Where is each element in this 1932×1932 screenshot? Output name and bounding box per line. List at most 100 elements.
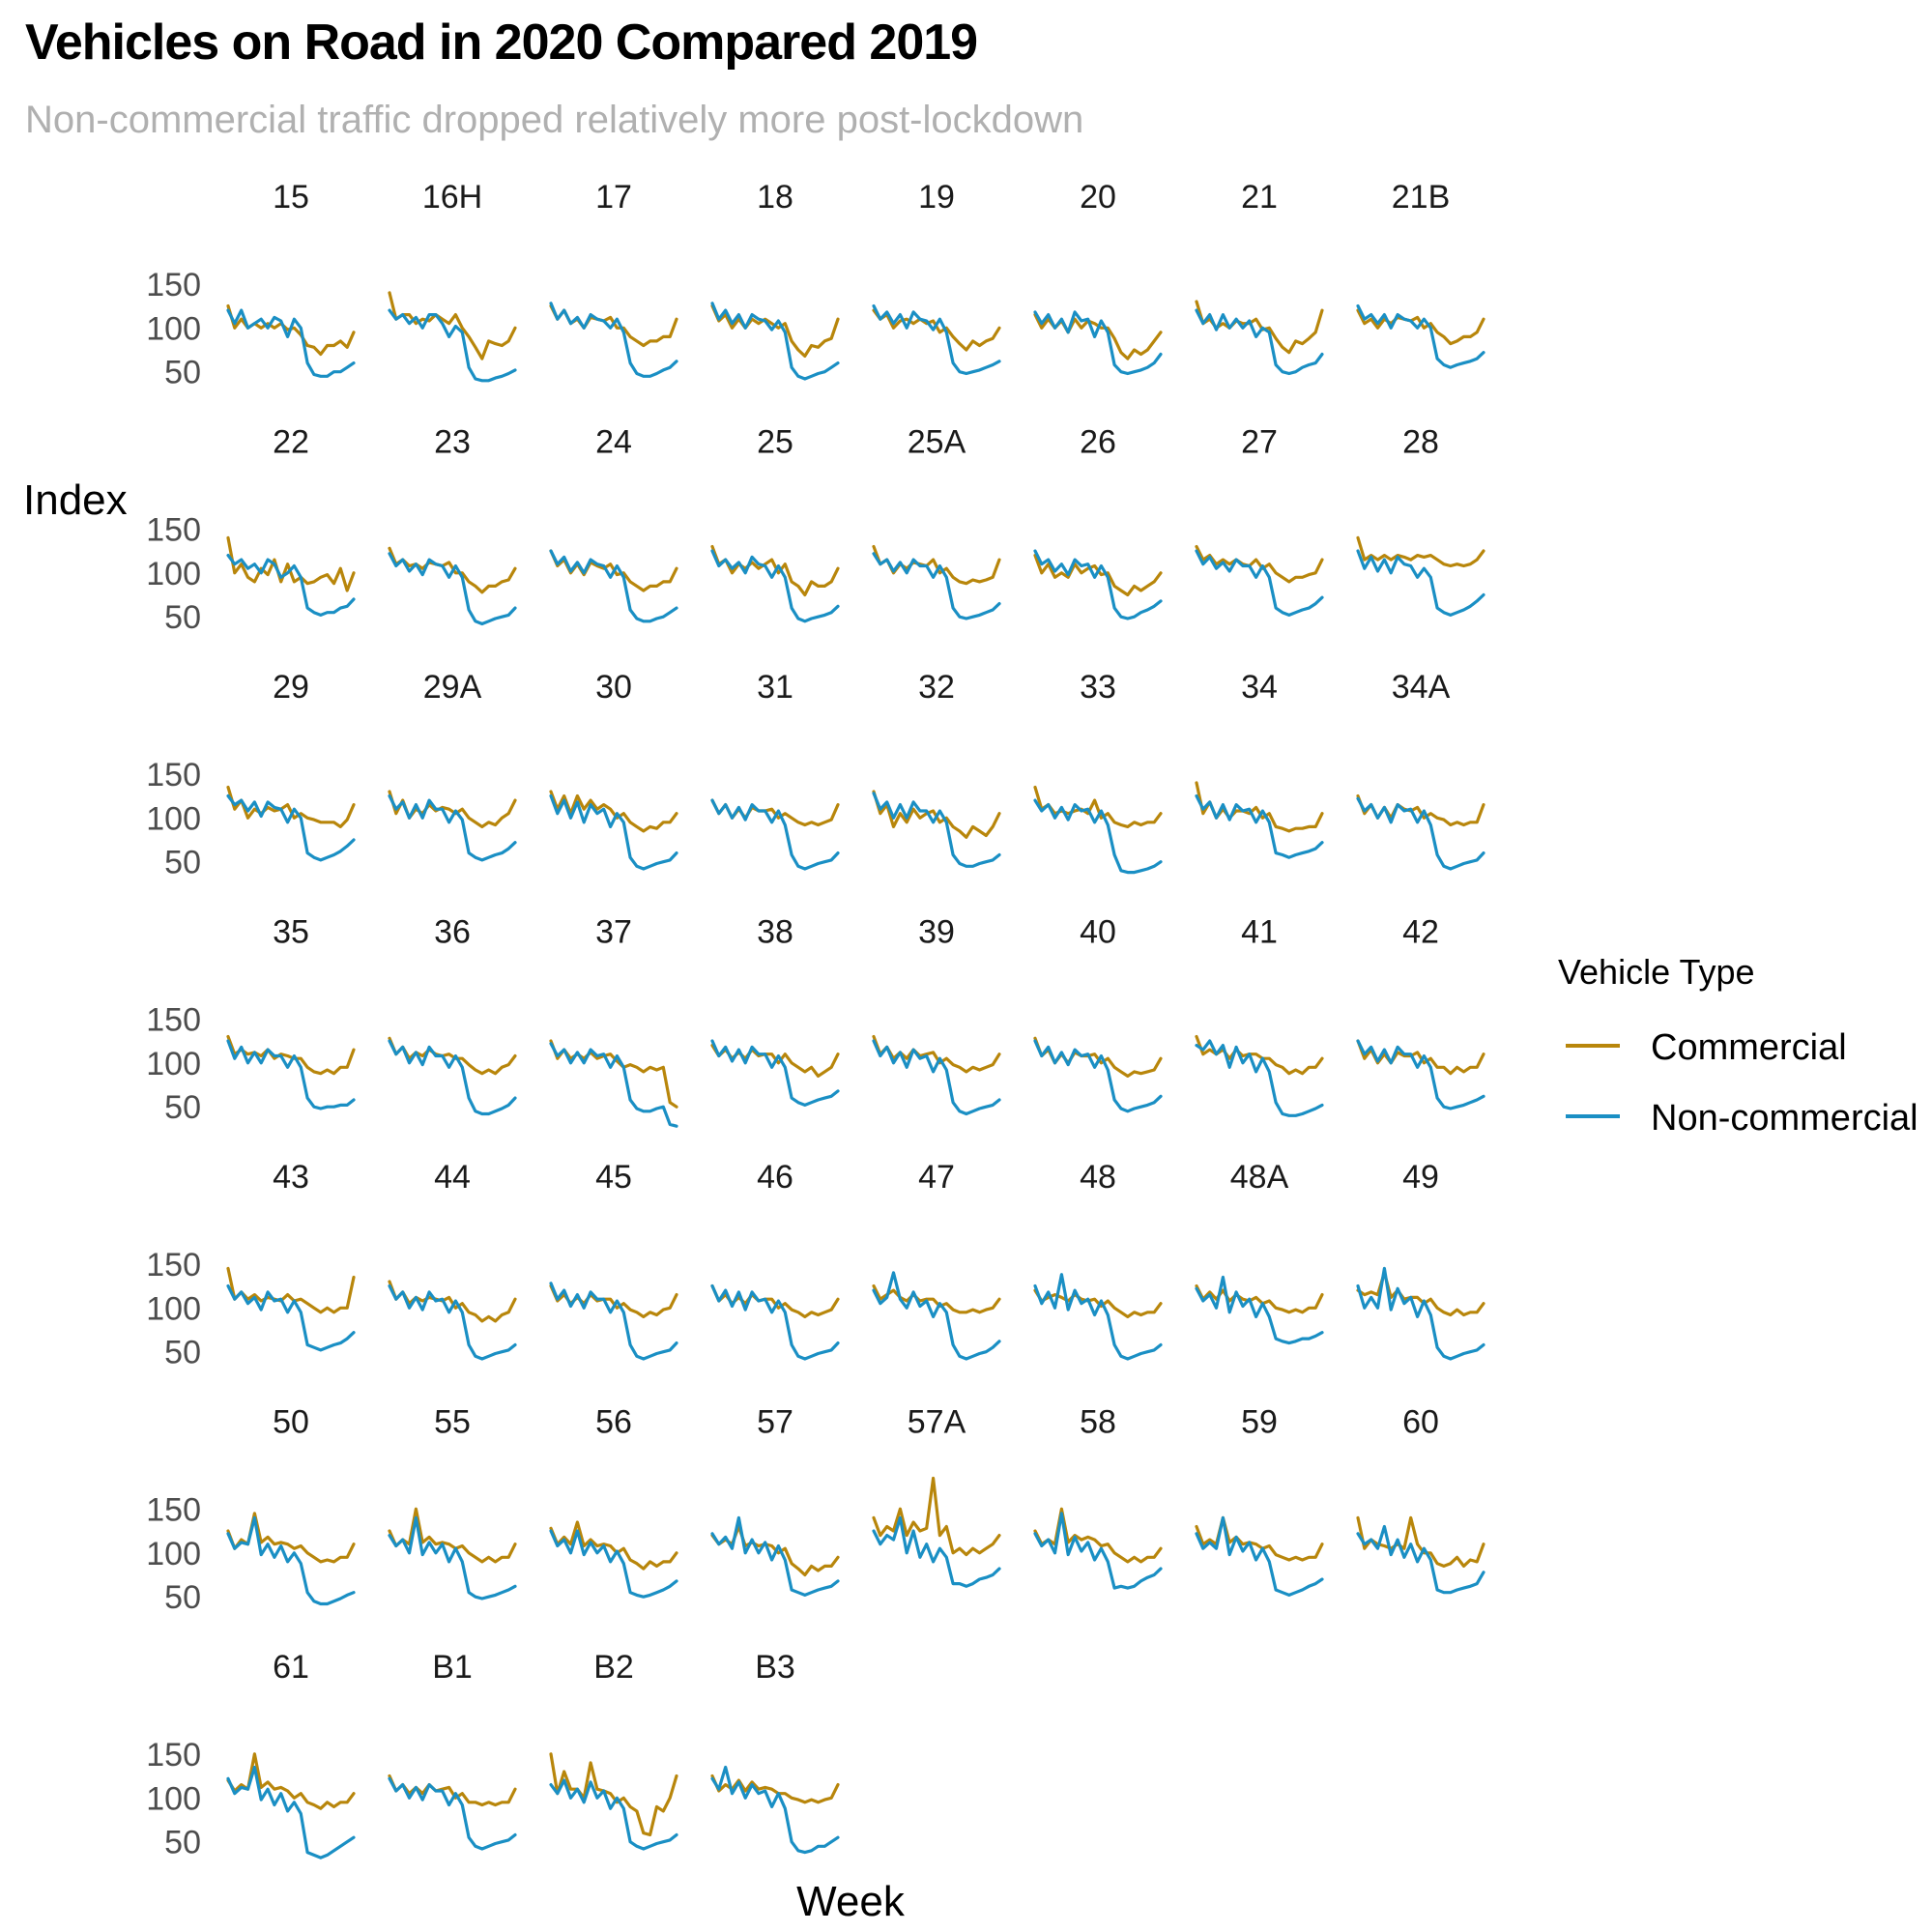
- series-line-noncommercial: [1356, 1039, 1485, 1110]
- facet-strip-label: 56: [595, 1404, 632, 1441]
- series-line-commercial: [388, 1773, 517, 1807]
- facet-strip-label: 39: [918, 914, 955, 951]
- series-line-commercial: [710, 544, 840, 597]
- facet-strip-label: 35: [273, 914, 309, 951]
- facet-panel: 31: [710, 669, 840, 871]
- series-line-noncommercial: [710, 1039, 840, 1108]
- facet-strip-label: 25A: [908, 424, 966, 461]
- facet-strip-label: 15: [273, 179, 309, 216]
- facet-panel: 26: [1033, 424, 1163, 620]
- series-line-noncommercial: [388, 308, 517, 383]
- facet-panel: 37: [549, 914, 678, 1128]
- series-line-noncommercial: [1195, 793, 1324, 859]
- y-tick-label: 150: [146, 1001, 201, 1038]
- series-line-noncommercial: [872, 552, 1001, 620]
- facet-strip-label: 21B: [1392, 179, 1451, 216]
- series-line-commercial: [872, 1283, 1001, 1314]
- series-line-noncommercial: [872, 1515, 1001, 1588]
- series-line-commercial: [388, 546, 517, 594]
- y-tick-label: 100: [146, 1536, 201, 1572]
- facet-panel: 44: [388, 1159, 517, 1361]
- facet-panel: 59: [1195, 1404, 1324, 1598]
- facet-strip-label: 31: [757, 669, 793, 706]
- facet-panel: 45: [549, 1159, 678, 1361]
- y-tick-label: 100: [146, 1046, 201, 1082]
- facet-strip-label: 48: [1080, 1159, 1116, 1196]
- y-tick-label: 50: [164, 1335, 201, 1371]
- facet-panel: B1: [388, 1649, 517, 1851]
- facet-panel: 36: [388, 914, 517, 1116]
- facet-panel: 42: [1356, 914, 1485, 1110]
- legend-label-commercial: Commercial: [1651, 1027, 1847, 1068]
- facet-panel: B3: [710, 1649, 840, 1855]
- facet-strip-label: B2: [593, 1649, 634, 1686]
- facet-strip-label: 60: [1402, 1404, 1439, 1441]
- chart-subtitle: Non-commercial traffic dropped relativel…: [25, 99, 1084, 141]
- series-line-commercial: [226, 535, 356, 592]
- series-line-noncommercial: [549, 302, 678, 378]
- series-line-noncommercial: [1033, 1039, 1163, 1113]
- facet-panel: 30: [549, 669, 678, 871]
- series-line-noncommercial: [549, 549, 678, 623]
- series-line-noncommercial: [710, 302, 840, 381]
- facet-strip-label: 57: [757, 1404, 793, 1441]
- series-line-commercial: [1033, 313, 1163, 360]
- series-line-noncommercial: [549, 1529, 678, 1599]
- facet-strip-label: 19: [918, 179, 955, 216]
- y-tick-label: 100: [146, 1290, 201, 1327]
- facet-strip-label: 41: [1241, 914, 1278, 951]
- facet-panel: 61 50 100 150: [146, 1649, 356, 1861]
- facet-panel: 22 50 100 150: [146, 424, 356, 636]
- y-tick-label: 50: [164, 1825, 201, 1861]
- facet-strip-label: 26: [1080, 424, 1116, 461]
- series-line-commercial: [1356, 793, 1485, 827]
- facet-strip-label: 27: [1241, 424, 1278, 461]
- series-line-noncommercial: [710, 1283, 840, 1361]
- series-line-noncommercial: [1356, 1266, 1485, 1361]
- chart-title: Vehicles on Road in 2020 Compared 2019: [25, 14, 978, 71]
- series-line-noncommercial: [1033, 798, 1163, 875]
- facet-panel: 50 50 100 150: [146, 1404, 356, 1616]
- facet-strip-label: B1: [432, 1649, 473, 1686]
- facet-panel: 47: [872, 1159, 1001, 1361]
- series-line-commercial: [872, 308, 1001, 352]
- y-tick-label: 150: [146, 1247, 201, 1283]
- facet-panel: 23: [388, 424, 517, 626]
- facet-strip-label: 23: [434, 424, 471, 461]
- series-line-noncommercial: [226, 1765, 356, 1860]
- series-line-commercial: [1033, 553, 1163, 597]
- series-line-noncommercial: [872, 1271, 1001, 1361]
- facet-panel: 41: [1195, 914, 1324, 1117]
- facet-panel: B2: [549, 1649, 678, 1851]
- series-line-noncommercial: [549, 793, 678, 871]
- series-line-noncommercial: [388, 552, 517, 626]
- series-line-commercial: [226, 1752, 356, 1810]
- facet-panel: 57A: [872, 1404, 1001, 1588]
- facet-panel: 56: [549, 1404, 678, 1599]
- facet-panel: 25: [710, 424, 840, 623]
- series-line-noncommercial: [1356, 1524, 1485, 1595]
- series-line-noncommercial: [1356, 549, 1485, 618]
- series-line-noncommercial: [226, 553, 356, 618]
- series-line-noncommercial: [1195, 1515, 1324, 1598]
- series-line-noncommercial: [1195, 1039, 1324, 1117]
- facet-strip-label: 48A: [1230, 1159, 1289, 1196]
- y-tick-label: 100: [146, 800, 201, 837]
- facet-strip-label: 37: [595, 914, 632, 951]
- legend-title: Vehicle Type: [1558, 952, 1754, 992]
- facet-strip-label: 50: [273, 1404, 309, 1441]
- facet-panel: 25A: [872, 424, 1001, 620]
- facet-strip-label: 59: [1241, 1404, 1278, 1441]
- facet-panel: 21B: [1356, 179, 1485, 369]
- series-line-noncommercial: [1033, 1512, 1163, 1590]
- facet-panel: 38: [710, 914, 840, 1108]
- facet-panel: 43 50 100 150: [146, 1159, 356, 1371]
- series-line-commercial: [1033, 785, 1163, 829]
- series-line-commercial: [1356, 308, 1485, 346]
- y-tick-label: 50: [164, 355, 201, 391]
- facet-panel: 40: [1033, 914, 1163, 1113]
- facet-panel: 21: [1195, 179, 1324, 376]
- facet-panel: 16H: [388, 179, 517, 383]
- series-line-commercial: [549, 790, 678, 833]
- y-tick-label: 50: [164, 1089, 201, 1126]
